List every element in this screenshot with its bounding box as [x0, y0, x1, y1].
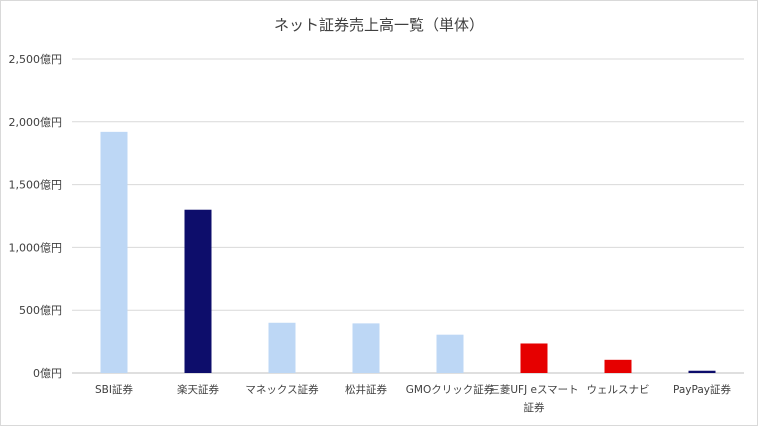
x-tick-label: 楽天証券: [177, 383, 219, 396]
y-tick-label: 2,000億円: [9, 116, 63, 129]
x-tick-label: 松井証券: [345, 383, 387, 396]
bar: [352, 323, 380, 373]
x-tick-label: SBI証券: [95, 383, 133, 396]
bar: [100, 131, 128, 373]
bar: [688, 370, 716, 373]
x-tick-label: 証券: [524, 401, 545, 414]
x-tick-label: PayPay証券: [673, 383, 732, 396]
bar: [436, 334, 464, 373]
bar: [184, 209, 212, 373]
y-tick-label: 1,000億円: [9, 241, 63, 254]
x-tick-label: マネックス証券: [245, 383, 319, 396]
x-tick-label: ウェルスナビ: [587, 384, 650, 396]
chart-title: ネット証券売上高一覧（単体）: [273, 16, 484, 34]
y-tick-label: 1,500億円: [9, 179, 63, 192]
x-tick-label: GMOクリック証券: [406, 383, 495, 396]
bar: [520, 343, 548, 373]
y-tick-label: 500億円: [19, 304, 62, 317]
x-tick-label: 三菱UFJ eスマート: [489, 384, 578, 396]
y-tick-label: 0億円: [33, 367, 62, 380]
bar: [268, 322, 296, 373]
y-tick-label: 2,500億円: [9, 53, 63, 66]
bar: [604, 359, 632, 373]
